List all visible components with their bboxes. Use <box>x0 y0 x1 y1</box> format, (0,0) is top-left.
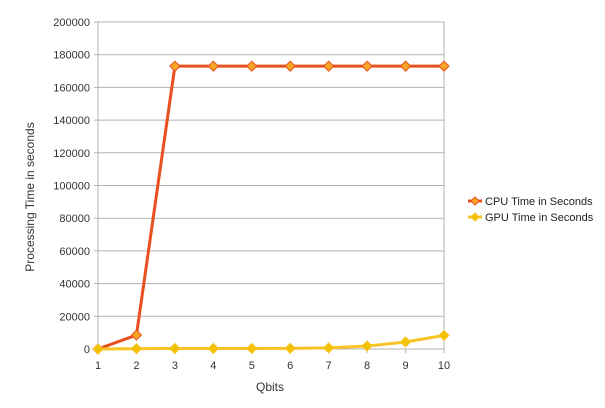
y-axis-label: Processing Time in seconds <box>23 122 37 271</box>
gridlines <box>98 21 444 350</box>
data-point <box>399 60 412 72</box>
series-layer <box>92 60 450 355</box>
data-point <box>438 60 450 72</box>
y-tick-label: 140000 <box>53 115 90 127</box>
legend-item: GPU Time in Seconds <box>468 212 594 224</box>
y-tick-label: 40000 <box>59 279 90 291</box>
x-tick-label: 6 <box>287 360 293 372</box>
data-point <box>169 60 181 72</box>
series-line <box>97 64 444 351</box>
legend-swatch-marker <box>470 196 480 206</box>
series-cpu <box>92 60 450 355</box>
x-tick-label: 1 <box>95 360 101 372</box>
y-tick-label: 20000 <box>59 311 90 323</box>
data-point <box>130 342 143 355</box>
y-tick-label: 80000 <box>59 213 90 225</box>
legend-swatch-marker <box>470 212 480 222</box>
series-gpu <box>92 329 450 355</box>
x-tick-label: 3 <box>172 360 178 372</box>
data-point <box>207 342 220 355</box>
x-tick-label: 9 <box>402 360 408 372</box>
y-tick-label: 120000 <box>53 148 90 160</box>
y-tick-label: 0 <box>84 344 90 356</box>
y-tick-label: 180000 <box>53 50 90 62</box>
legend-item: CPU Time in Seconds <box>468 196 593 208</box>
series-line <box>97 333 445 351</box>
x-tick-label: 7 <box>326 360 332 372</box>
legend-label: CPU Time in Seconds <box>485 196 593 208</box>
data-point <box>246 60 258 72</box>
data-point <box>207 60 220 72</box>
x-tick-label: 10 <box>438 360 450 372</box>
y-tick-label: 60000 <box>59 246 90 258</box>
data-point <box>284 60 296 72</box>
axes <box>94 21 445 353</box>
data-point <box>246 342 258 355</box>
y-tick-labels: 0 20000 40000 60000 80000 100000 120000 140000 1… <box>53 17 90 356</box>
x-axis-label: Qbits <box>256 380 284 394</box>
x-tick-label: 4 <box>210 360 216 372</box>
data-point <box>92 343 104 355</box>
y-tick-label: 100000 <box>53 181 90 193</box>
y-tick-label: 160000 <box>53 82 90 94</box>
data-point <box>438 329 450 342</box>
legend: CPU Time in Seconds GPU Time in Seconds <box>468 196 594 224</box>
y-tick-label: 200000 <box>53 17 90 29</box>
data-point <box>399 336 412 348</box>
data-point <box>284 342 296 355</box>
x-tick-label: 8 <box>364 360 370 372</box>
data-point <box>322 342 335 354</box>
data-point <box>361 60 373 72</box>
data-point <box>169 342 181 355</box>
legend-label: GPU Time in Seconds <box>485 212 594 224</box>
x-tick-labels: 1 2 3 4 5 6 7 8 9 10 <box>95 360 450 372</box>
data-point <box>361 340 373 352</box>
data-point <box>322 60 335 72</box>
x-tick-label: 2 <box>133 360 139 372</box>
data-point <box>130 329 143 341</box>
x-tick-label: 5 <box>249 360 255 372</box>
